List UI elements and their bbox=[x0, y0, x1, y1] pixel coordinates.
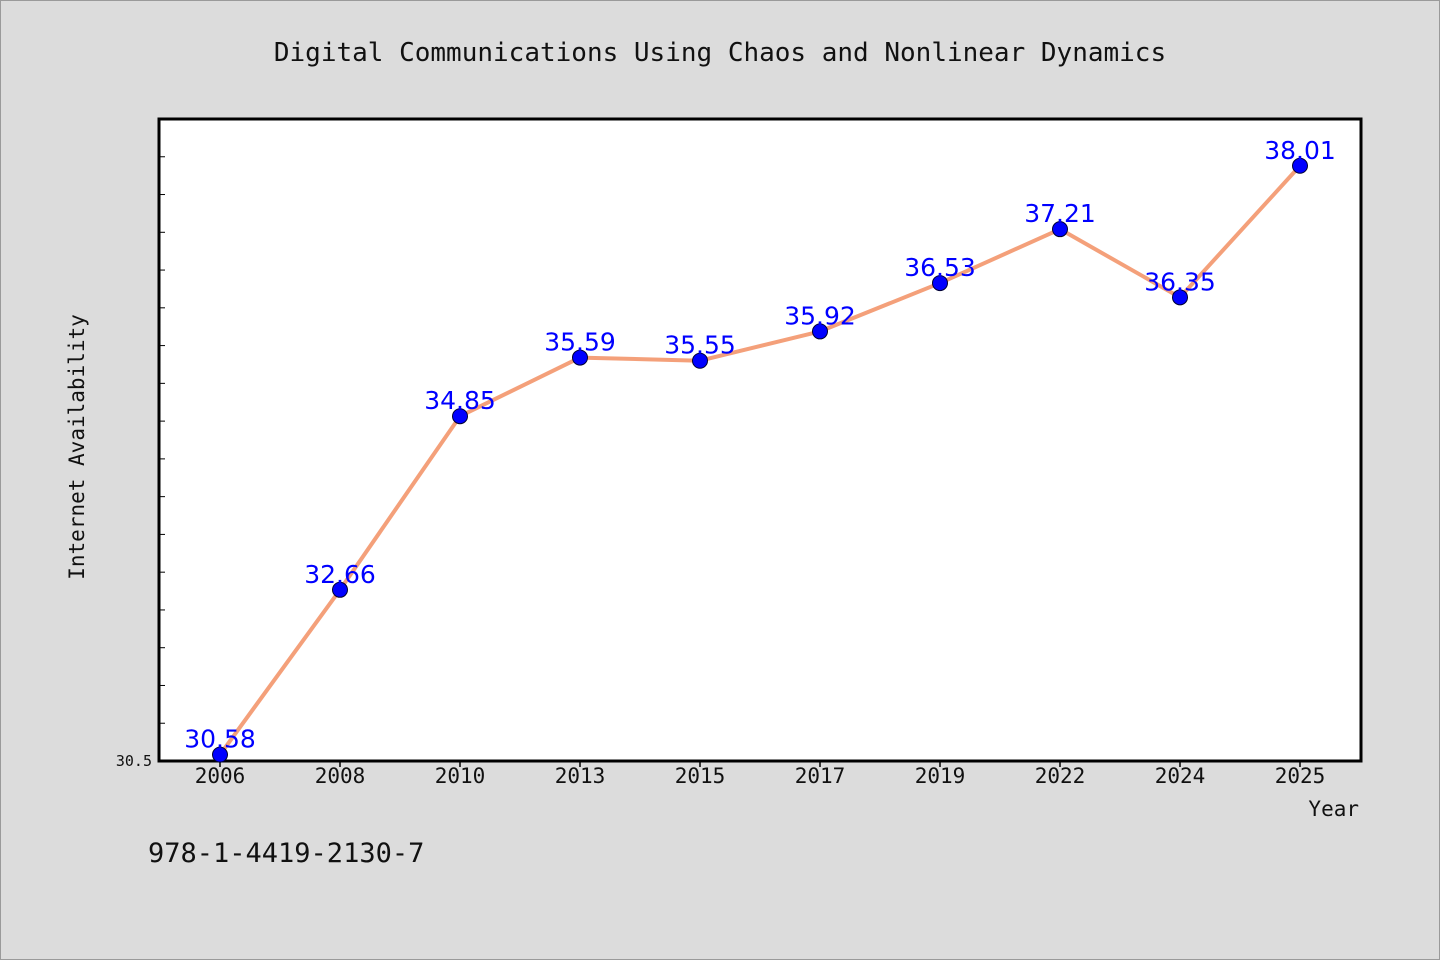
plot-area bbox=[157, 117, 1363, 763]
data-point bbox=[1052, 221, 1068, 238]
x-axis-ticks: 2006 2008 2010 2013 2015 2017 2019 2022 2024 2025 bbox=[195, 761, 1326, 788]
data-label: 30.58 bbox=[184, 725, 256, 754]
data-label: 35.59 bbox=[544, 328, 616, 357]
x-tick-label: 2006 bbox=[195, 764, 246, 788]
x-tick-label: 2017 bbox=[795, 764, 846, 788]
data-label: 38.01 bbox=[1264, 136, 1336, 165]
data-label: 37.21 bbox=[1024, 199, 1096, 228]
data-point bbox=[1292, 157, 1308, 174]
data-point bbox=[692, 352, 708, 369]
y-tick-label: 30.5 bbox=[116, 752, 152, 770]
data-point bbox=[1172, 289, 1188, 306]
y-axis-label: Internet Availability bbox=[65, 314, 89, 580]
data-label: 35.55 bbox=[664, 331, 736, 360]
x-tick-label: 2010 bbox=[435, 764, 486, 788]
isbn-footer: 978-1-4419-2130-7 bbox=[148, 838, 424, 869]
series-line bbox=[218, 163, 1302, 757]
data-label: 36.35 bbox=[1144, 267, 1216, 296]
x-tick-label: 2019 bbox=[915, 764, 966, 788]
data-point bbox=[212, 746, 228, 763]
x-tick-label: 2015 bbox=[675, 764, 726, 788]
data-point bbox=[812, 323, 828, 340]
x-tick-label: 2025 bbox=[1275, 764, 1326, 788]
data-label: 35.92 bbox=[784, 301, 856, 330]
data-point bbox=[332, 581, 348, 598]
series-group: 30.58 32.66 34.85 35.59 35.55 35.92 36.53 37.21… bbox=[184, 136, 1336, 763]
x-tick-label: 2022 bbox=[1035, 764, 1086, 788]
data-point bbox=[452, 408, 468, 425]
x-tick-label: 2008 bbox=[315, 764, 366, 788]
x-axis-label: Year bbox=[1308, 797, 1359, 821]
data-label: 36.53 bbox=[904, 253, 976, 282]
data-label: 32.66 bbox=[304, 560, 376, 589]
chart-title: Digital Communications Using Chaos and N… bbox=[274, 38, 1166, 68]
y-axis-ticks bbox=[159, 156, 165, 724]
x-tick-label: 2024 bbox=[1155, 764, 1206, 788]
data-label: 34.85 bbox=[424, 386, 496, 415]
data-point bbox=[572, 349, 588, 366]
x-tick-label: 2013 bbox=[555, 764, 606, 788]
data-point bbox=[932, 275, 948, 292]
